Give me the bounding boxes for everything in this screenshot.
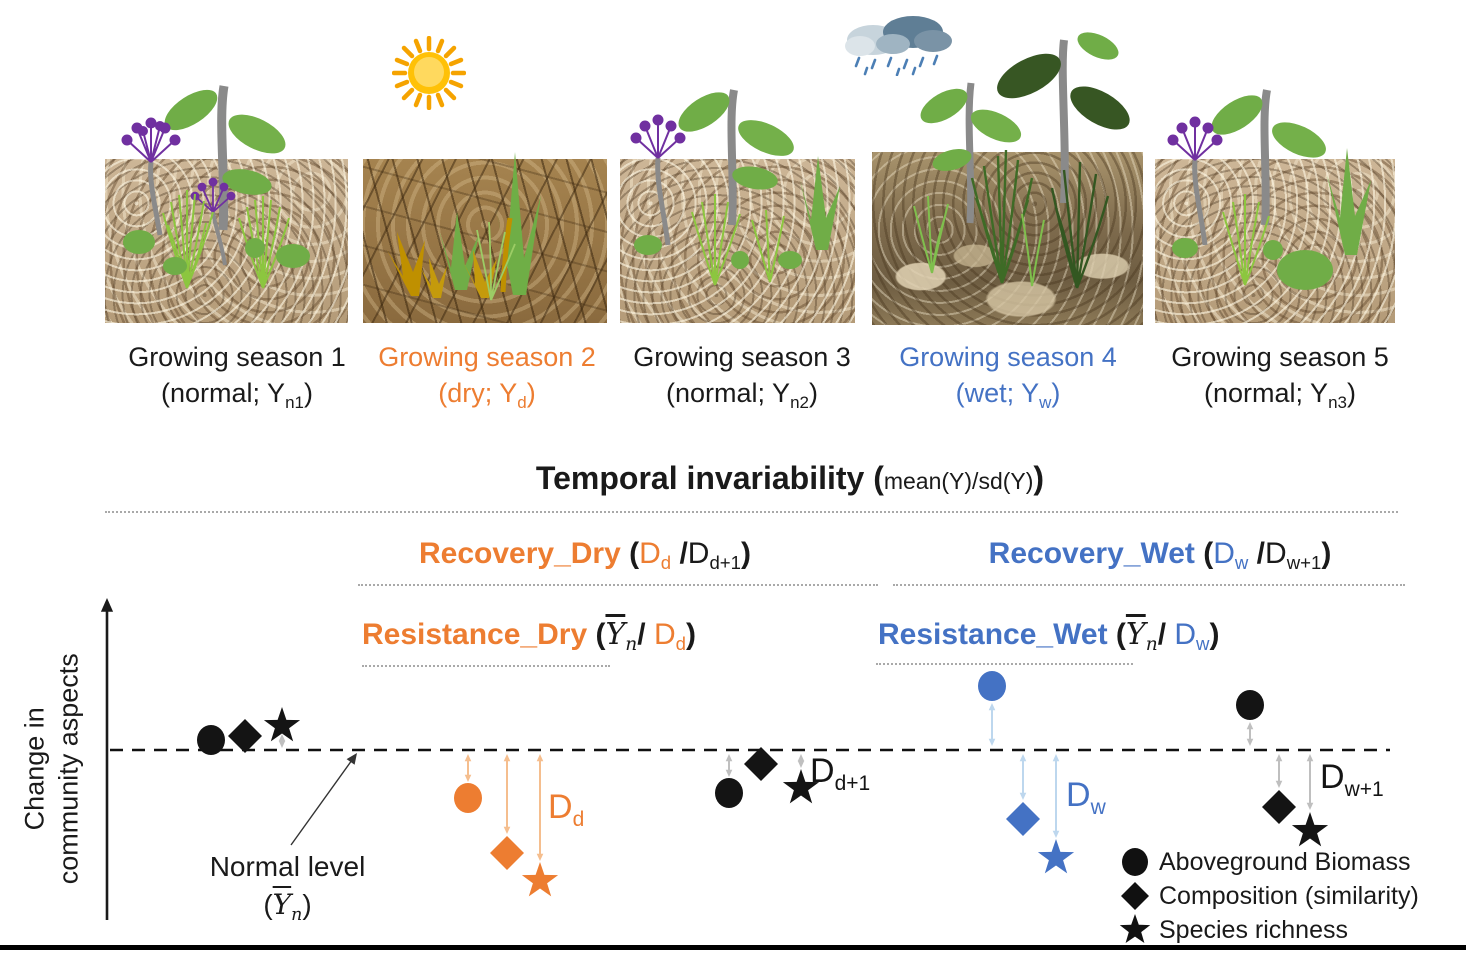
season-5-label: Growing season 5 (normal; Yn3) — [1171, 342, 1389, 412]
recovery-wet-heading: Recovery_Wet (Dw /Dw+1) — [988, 537, 1332, 574]
plants-season-2-dry — [363, 100, 607, 328]
legend-label-richness: Species richness — [1159, 915, 1348, 944]
y-axis-label: Change in community aspects — [19, 653, 83, 885]
resistance-dry-separator-line — [362, 665, 610, 667]
plants-season-5 — [1155, 60, 1395, 328]
plants-season-4-wet — [872, 28, 1143, 330]
season-3-label: Growing season 3 (normal; Yn2) — [633, 342, 851, 412]
resistance-dry-heading: Resistance_Dry (Yn/ Dd) — [362, 617, 696, 656]
recovery-dry-heading: Recovery_Dry (Dd /Dd+1) — [418, 537, 752, 574]
circle-marker-icon — [1122, 848, 1148, 876]
temporal-invariability-heading: Temporal invariability (mean(Y)/sd(Y)) — [535, 460, 1045, 496]
recovery-wet-separator-line — [893, 584, 1405, 586]
rain-cloud-icon — [843, 8, 955, 81]
legend-item-richness: Species richness — [1118, 913, 1419, 947]
normal-level-label: Normal level (Yn) — [209, 851, 366, 925]
season-2-label: Growing season 2 (dry; Yd) — [378, 342, 596, 412]
resistance-wet-separator-line — [876, 663, 1133, 665]
legend-item-composition: Composition (similarity) — [1118, 879, 1419, 913]
figure-bottom-border — [0, 945, 1466, 950]
sun-icon — [391, 35, 467, 115]
legend-item-biomass: Aboveground Biomass — [1118, 845, 1419, 879]
season-1-label: Growing season 1 (normal; Yn1) — [128, 342, 346, 412]
plants-season-3 — [620, 60, 855, 328]
resistance-wet-heading: Resistance_Wet (Yn/ Dw) — [878, 617, 1220, 656]
recovery-dry-separator-line — [358, 584, 878, 586]
plants-season-1 — [105, 60, 348, 328]
plot-legend: Aboveground Biomass Composition (similar… — [1118, 845, 1419, 947]
svg-text:Dw: Dw — [1066, 776, 1107, 819]
legend-label-composition: Composition (similarity) — [1159, 881, 1419, 910]
svg-text:Dd: Dd — [548, 788, 584, 831]
diamond-marker-icon — [1121, 882, 1149, 910]
svg-text:Dw+1: Dw+1 — [1320, 758, 1384, 801]
star-marker-icon — [1119, 914, 1151, 943]
svg-text:Dd+1: Dd+1 — [810, 752, 870, 795]
temporal-separator-line — [105, 511, 1398, 513]
season-4-label: Growing season 4 (wet; Yw) — [899, 342, 1117, 412]
legend-label-biomass: Aboveground Biomass — [1159, 847, 1411, 876]
